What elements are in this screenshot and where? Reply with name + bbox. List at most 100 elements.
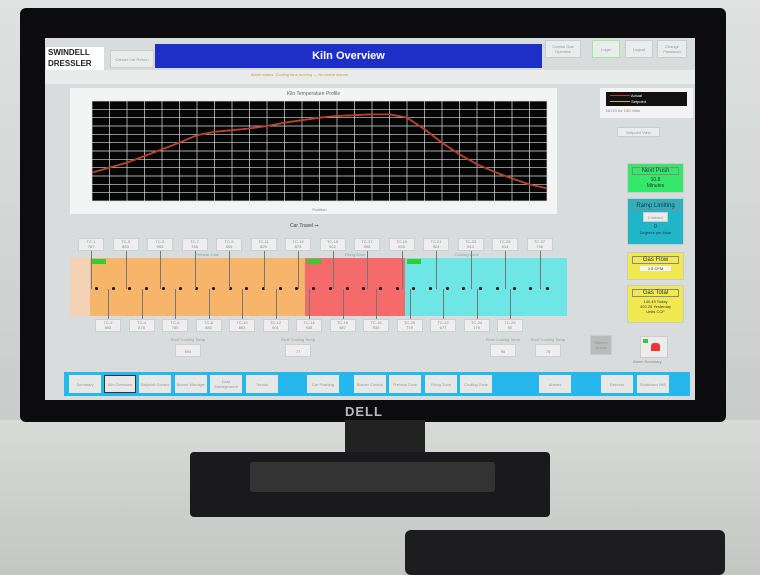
ramp-limiting-panel: Ramp Limiting Enabled 0 Degrees per Hour [627,198,684,245]
thermocouple-point [111,287,115,290]
tc-label: TC-20 [403,320,416,325]
top-thermocouple-readout: TC-19 953 [388,238,415,251]
cooling-temp-label: Roof Cooling Temp [531,337,565,342]
tc-value: 922 [329,244,336,249]
gas-flow-panel: Gas Flow 1.5 CFM [627,252,684,280]
tc-value: 914 [467,244,474,249]
tc-leader-line [401,251,403,289]
logout-button[interactable]: Logout [625,40,653,58]
tc-value: 809 [225,244,233,249]
silence-alarm-button[interactable]: Silence Alarm [590,335,612,355]
bottom-thermocouple-readout: TC-20 719 [396,319,423,332]
ramp-enable-button[interactable]: Enabled [643,212,668,222]
temperature-profile-chart: Kiln Temperature Profile Position [70,88,557,214]
cooling-temp-label: Roof Cooling Temp [171,337,205,342]
nav-button-setpoint-control[interactable]: Setpoint Control [139,375,171,393]
cancel-car-return-button[interactable]: Cancel Car Return [110,50,154,68]
tc-value: 880 [205,325,212,330]
top-thermocouple-readout: TC-17 998 [354,238,380,251]
bottom-thermocouple-readout: TC-6 780 [162,319,188,332]
alarm-ok-indicator [643,339,648,343]
arrow-right-icon: ➞ [314,223,319,229]
top-thermocouple-readout: TC-25 914 [492,238,518,251]
tc-value: 677 [439,325,447,330]
tc-label: TC-12 [269,320,282,325]
login-button[interactable]: Login [592,40,620,58]
thermocouple-point [211,287,215,290]
nav-button-cooling-zone[interactable]: Cooling Zone [460,375,492,393]
cooling-temp-value: 77 [295,349,301,354]
tc-label: TC-10 [236,320,248,325]
bottom-thermocouple-readout: TC-10 863 [229,319,255,332]
thermocouple-point [128,287,132,290]
cooling-temp-value: 504 [184,349,192,354]
tc-leader-line [208,289,210,319]
tc-label: TC-25 [499,239,511,244]
tc-value: 998 [363,244,371,249]
tc-value: 767 [87,244,95,249]
tc-value: 736 [536,244,543,249]
tc-value: 748 [191,244,198,249]
hmi-screen: SWINDELL DRESSLER Cancel Car Return Kiln … [45,38,695,400]
tc-label: TC-7 [190,239,199,244]
tc-label: TC-23 [464,239,477,244]
tc-label: TC-27 [533,239,546,244]
nav-button-burner-manager[interactable]: Burner Manager [175,375,207,393]
cooling-temp-readout: 95 [490,344,516,357]
tc-value: 719 [406,325,413,330]
nav-button-summary[interactable]: Summary [69,375,101,393]
thermocouple-point [145,287,149,290]
thermocouple-point [312,287,316,290]
next-push-title: Next Push [632,167,679,175]
nav-button-car-pushing[interactable]: Car Pushing [307,375,339,393]
alarm-status-bar: Alarm status: Cooling fans running — No … [45,70,695,84]
tc-leader-line [242,289,243,319]
firing-zone [305,258,405,316]
bottom-thermocouple-readout: TC-18 930 [363,319,389,332]
tc-leader-line [175,289,176,319]
tc-leader-line [91,251,92,289]
tc-value: 955 [156,244,164,249]
actual-swatch [610,95,630,97]
tc-label: TC-4 [137,320,146,325]
thermocouple-point [195,287,199,290]
gas-flow-value: 1.5 CFM [640,266,671,271]
gas-total-title: Gas Total [632,289,679,297]
bottom-thermocouple-readout: TC-8 880 [195,319,222,332]
tc-leader-line [141,289,143,319]
tc-value: 938 [305,325,313,330]
tc-value: 863 [122,244,129,249]
cooling-temp-label: Roof Cooling Temp [486,337,520,342]
tc-leader-line [263,251,265,289]
tc-leader-line [376,289,377,319]
change-password-button[interactable]: Change Password [657,40,687,58]
nav-button-shutdown-hmi[interactable]: Shutdown HMI [637,375,669,393]
alarm-summary-button[interactable] [640,336,668,358]
nav-button-kiln-overview[interactable]: Kiln Overview [104,375,136,393]
thermocouple-point [362,287,366,290]
ramp-value: 0 [654,224,657,230]
thermocouple-point [228,287,232,290]
nav-button-preheat-zone[interactable]: Preheat Zone [389,375,421,393]
alarm-summary-label: Alarm Summary [633,359,662,364]
nav-button-data-management[interactable]: Data Management [210,375,242,393]
ramp-unit: Degrees per Hour [639,230,672,235]
top-thermocouple-readout: TC-1 767 [78,238,104,251]
tc-label: TC-6 [170,320,180,325]
control-gas-button[interactable]: Control Gas Operator [545,40,581,58]
tc-label: TC-22 [437,320,449,325]
cooling-temp-readout: 504 [175,344,201,357]
nav-button-alarms[interactable]: Alarms [539,375,571,393]
tc-value: 179 [473,325,480,330]
nav-button-trends[interactable]: Trends [246,375,278,393]
nav-button-firing-zone[interactable]: Firing Zone [425,375,457,393]
thermocouple-point [479,287,483,290]
setpoint-view-button[interactable]: Setpoint View [617,127,660,137]
swindell-dressler-logo: SWINDELL DRESSLER [46,47,104,73]
nav-button-burner-control[interactable]: Burner Control [354,375,386,393]
nav-button-reports[interactable]: Reports [601,375,633,393]
zone-label: Preheat Zone [195,252,220,257]
bottom-thermocouple-readout: TC-22 677 [430,319,456,332]
gas-today-value: 140.45 [643,299,656,304]
loading-zone [70,258,90,316]
